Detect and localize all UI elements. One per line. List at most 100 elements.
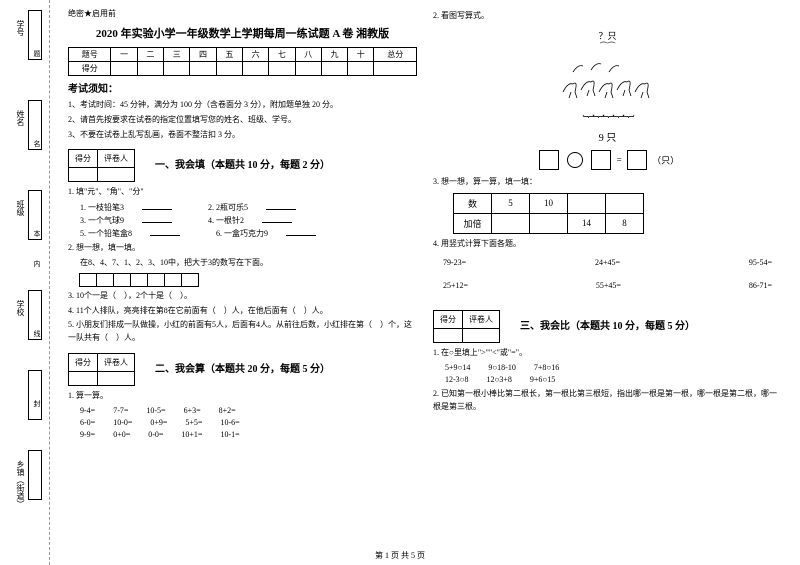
score-summary-table: 题号 一 二 三 四 五 六 七 八 九 十 总分 得分 (68, 47, 417, 76)
expr: 0+9= (150, 417, 167, 429)
th: 十 (348, 48, 374, 62)
th: 二 (137, 48, 163, 62)
th: 五 (216, 48, 242, 62)
expr: 9○18-10 (488, 362, 516, 374)
expr: 12○3+8 (487, 374, 512, 386)
th: 七 (269, 48, 295, 62)
q2a: 在8、4、7、1、2、3、10中，把大于3的数写在下面。 (68, 257, 417, 270)
td (530, 213, 568, 233)
s2q1: 1. 算一算。 (68, 390, 417, 403)
binding-margin: 学号 题 姓名 名 班级 本 内 学校 线 封 乡镇（街道） (0, 0, 50, 565)
right-column: 2. 看图写算式。 ？只 ⏜⏜ (425, 8, 790, 557)
margin-label-school: 学校 (15, 300, 26, 316)
score-label: 得分 (434, 311, 463, 329)
doubling-table: 数 5 10 加倍 14 8 (453, 193, 644, 234)
unit-label: （只） (652, 155, 679, 165)
td (606, 193, 644, 213)
instruction-item: 3、不要在试卷上乱写乱画，卷面不整洁扣 3 分。 (68, 129, 417, 142)
expr: 25+12= (443, 281, 468, 290)
q1-items: 1. 一枝铅笔3 2. 2瓶可乐5 (68, 201, 417, 214)
section-score-box: 得分评卷人 (68, 149, 135, 182)
exam-title: 2020 年实验小学一年级数学上学期每周一练试题 A 卷 湘教版 (68, 25, 417, 41)
operand-box (539, 150, 559, 170)
left-column: 绝密★启用前 2020 年实验小学一年级数学上学期每周一练试题 A 卷 湘教版 … (60, 8, 425, 557)
expr: 12-3○8 (445, 374, 469, 386)
grader-label: 评卷人 (98, 150, 135, 168)
item: 2. 2瓶可乐5 (208, 201, 314, 214)
td: 10 (530, 193, 568, 213)
margin-inner: 名 (32, 140, 42, 147)
expr: 6+3= (184, 405, 201, 417)
expr: 0+0= (113, 429, 130, 441)
margin-box (28, 370, 42, 420)
expr: 5+5= (185, 417, 202, 429)
margin-inner: 封 (32, 400, 42, 407)
section-3-title: 三、我会比（本题共 10 分，每题 5 分） (520, 317, 695, 332)
th: 题号 (69, 48, 111, 62)
expr: 5+9○14 (445, 362, 470, 374)
th: 数 (454, 193, 492, 213)
margin-inner: 题 (32, 50, 42, 57)
content-area: 绝密★启用前 2020 年实验小学一年级数学上学期每周一练试题 A 卷 湘教版 … (50, 0, 800, 565)
geese-figure: ？只 ⏜⏜ ︸︸︸︸︸ 9 只 (433, 29, 782, 144)
geese-illustration (553, 52, 663, 112)
item: 6. 一盒巧克力9 (216, 227, 334, 240)
td (492, 213, 530, 233)
th: 八 (295, 48, 321, 62)
expr: 10-5= (146, 405, 165, 417)
th: 加倍 (454, 213, 492, 233)
section-score-box: 得分评卷人 (68, 353, 135, 386)
expr: 10+1= (181, 429, 202, 441)
exam-page: 学号 题 姓名 名 班级 本 内 学校 线 封 乡镇（街道） 绝密★启用前 20… (0, 0, 800, 565)
vertical-calc-row: 25+12= 55+45= 86-71= (433, 281, 782, 290)
margin-label-class: 班级 (15, 200, 26, 216)
expr: 24+45= (595, 258, 620, 267)
margin-box (28, 450, 42, 500)
td: 8 (606, 213, 644, 233)
expr: 8+2= (219, 405, 236, 417)
instructions-list: 1、考试时间：45 分钟，满分为 100 分（含卷面分 3 分），附加题单独 2… (68, 99, 417, 141)
margin-inner: 线 (32, 330, 42, 337)
th: 四 (190, 48, 216, 62)
expr: 79-23= (443, 258, 466, 267)
vertical-calc-row: 79-23= 24+45= 95-54= (433, 258, 782, 267)
top-label: ？只 (433, 29, 782, 42)
item: 5. 一个铅笔盒8 (80, 227, 198, 240)
th: 六 (242, 48, 268, 62)
bottom-label: 9 只 (433, 129, 782, 144)
operand-box (591, 150, 611, 170)
expr: 7+8○16 (534, 362, 559, 374)
margin-label-id: 学号 (15, 20, 26, 36)
expr: 10-6= (220, 417, 239, 429)
operator-circle (567, 152, 583, 168)
s3q2: 2. 已知第一根小棒比第二根长，第一根比第三根短，指出哪一根是第一根，哪一根是第… (433, 388, 782, 414)
expr: 0-0= (148, 429, 163, 441)
grader-label: 评卷人 (463, 311, 500, 329)
result-box (627, 150, 647, 170)
q3: 3. 10个一是（ ），2个十是（ ）。 (68, 290, 417, 303)
margin-inner: 内 (32, 260, 42, 267)
th: 一 (111, 48, 137, 62)
instructions-head: 考试须知： (68, 80, 417, 95)
margin-label-town: 乡镇（街道） (15, 460, 26, 508)
td (568, 193, 606, 213)
td: 得分 (69, 62, 111, 76)
grader-label: 评卷人 (98, 353, 135, 371)
expr: 10-0= (113, 417, 132, 429)
page-footer: 第 1 页 共 5 页 (0, 550, 800, 561)
expr: 95-54= (749, 258, 772, 267)
s2q4: 4. 用竖式计算下面各题。 (433, 238, 782, 251)
td: 14 (568, 213, 606, 233)
expr: 10-1= (220, 429, 239, 441)
q2: 2. 想一想，填一填。 (68, 242, 417, 255)
section-2-title: 二、我会算（本题共 20 分，每题 5 分） (155, 360, 330, 375)
section-1-title: 一、我会填（本题共 10 分，每题 2 分） (155, 156, 330, 171)
expr: 55+45= (596, 281, 621, 290)
q4: 4. 11个人排队，亮亮排在第8在它前面有（ ）人，在他后面有（ ）人。 (68, 305, 417, 318)
item: 1. 一枝铅笔3 (80, 201, 190, 214)
td: 5 (492, 193, 530, 213)
compare-row: 5+9○14 9○18-10 7+8○16 (433, 362, 782, 374)
expr: 7-7= (113, 405, 128, 417)
q1: 1. 填"元"、"角"、"分" (68, 186, 417, 199)
confidential-label: 绝密★启用前 (68, 8, 417, 19)
